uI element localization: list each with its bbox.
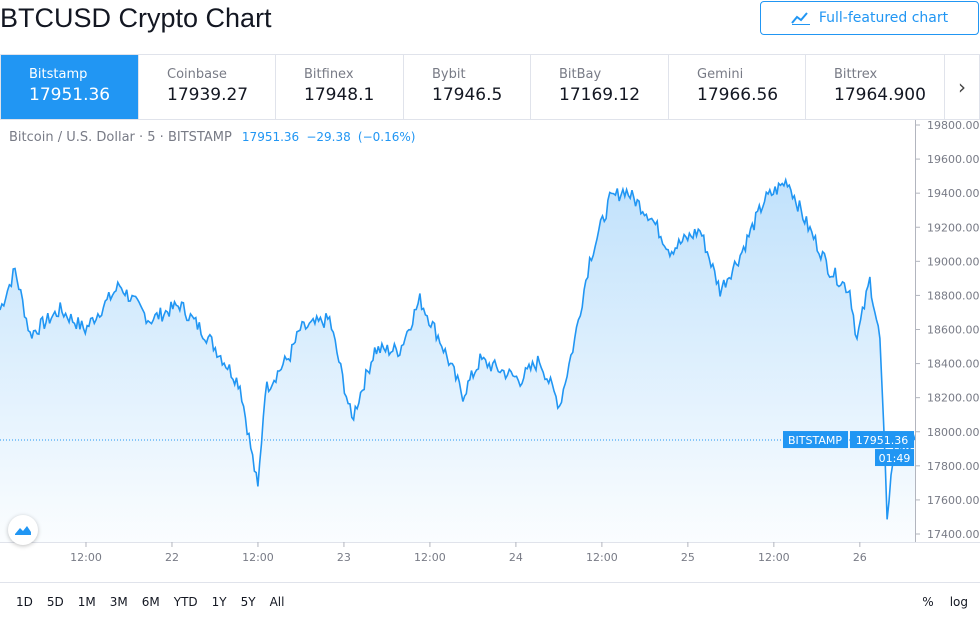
page-title: BTCUSD Crypto Chart <box>0 3 272 33</box>
range-5d[interactable]: 5D <box>46 594 64 609</box>
countdown-bg <box>875 449 914 467</box>
tab-bybit[interactable]: Bybit 17946.5 <box>404 55 531 119</box>
price-area <box>0 179 915 542</box>
y-tick-label: 19200.00 <box>927 221 980 234</box>
x-tick-label: 22 <box>165 551 179 564</box>
x-tick-label: 12:00 <box>758 551 790 564</box>
price-change: −29.38 <box>306 130 351 144</box>
exchange-price: 17948.1 <box>304 85 375 105</box>
bar-countdown: 01:49 <box>879 452 911 465</box>
tab-gemini[interactable]: Gemini 17966.56 <box>669 55 806 119</box>
percent-scale-toggle[interactable]: % <box>922 594 934 609</box>
exchange-price: 17169.12 <box>559 85 641 105</box>
x-tick-label: 12:00 <box>242 551 274 564</box>
y-tick-label: 19800.00 <box>927 120 980 132</box>
y-tick-label: 17600.00 <box>927 494 980 507</box>
range-1m[interactable]: 1M <box>77 594 96 609</box>
x-tick-label: 12:00 <box>586 551 618 564</box>
price-change-percent: (−0.16%) <box>357 130 416 144</box>
chart-icon <box>791 12 810 25</box>
tab-bitstamp[interactable]: Bitstamp 17951.36 <box>1 55 139 119</box>
y-tick-label: 19400.00 <box>927 187 980 200</box>
exchange-name: Bitfinex <box>304 67 354 82</box>
tab-bitfinex[interactable]: Bitfinex 17948.1 <box>276 55 404 119</box>
range-6m[interactable]: 6M <box>141 594 160 609</box>
y-tick-label: 18800.00 <box>927 289 980 302</box>
tab-bitbay[interactable]: BitBay 17169.12 <box>531 55 669 119</box>
range-1y[interactable]: 1Y <box>211 594 227 609</box>
x-tick-label: 23 <box>337 551 351 564</box>
exchange-price: 17939.27 <box>167 85 249 105</box>
tab-coinbase[interactable]: Coinbase 17939.27 <box>139 55 276 119</box>
bottom-toolbar: 1D 5D 1M 3M 6M YTD 1Y 5Y All % log <box>0 582 980 620</box>
range-all[interactable]: All <box>269 594 285 609</box>
last-price-label: 17951.36 <box>856 434 909 447</box>
y-tick-label: 17800.00 <box>927 460 980 473</box>
range-ytd[interactable]: YTD <box>173 594 198 609</box>
symbol-description: Bitcoin / U.S. Dollar · 5 · BITSTAMP <box>9 130 232 145</box>
last-price-label-bg <box>850 431 914 449</box>
exchange-name: Bybit <box>432 67 466 82</box>
exchange-name: Bitstamp <box>29 67 88 82</box>
full-featured-chart-button[interactable]: Full-featured chart <box>760 1 979 35</box>
x-tick-label: 26 <box>853 551 867 564</box>
exchange-price-label: BITSTAMP <box>788 434 842 447</box>
exchange-price: 17964.900 <box>834 85 926 105</box>
exchange-name: BitBay <box>559 67 602 82</box>
exchange-price: 17951.36 <box>29 85 111 105</box>
price-line <box>0 176 916 520</box>
exchange-tabs: Bitstamp 17951.36 Coinbase 17939.27 Bitfin… <box>0 54 980 120</box>
price-chart[interactable]: 17400.00 17600.00 17800.00 18000.00 18200.00… <box>0 120 980 582</box>
x-tick-label: 25 <box>681 551 695 564</box>
y-tick-label: 18400.00 <box>927 358 980 371</box>
chart-legend: Bitcoin / U.S. Dollar · 5 · BITSTAMP 179… <box>9 130 415 145</box>
exchange-name: Gemini <box>697 67 744 82</box>
y-tick-label: 17400.00 <box>927 528 980 541</box>
y-tick-label: 18600.00 <box>927 324 980 337</box>
x-tick-label: 12:00 <box>414 551 446 564</box>
y-tick-label: 19000.00 <box>927 255 980 268</box>
y-tick-label: 18000.00 <box>927 426 980 439</box>
exchange-price: 17946.5 <box>432 85 503 105</box>
tab-bittrex[interactable]: Bittrex 17964.900 <box>806 55 945 119</box>
chevron-right-icon[interactable]: › <box>958 75 966 99</box>
x-tick-label: 12:00 <box>70 551 102 564</box>
x-tick-label: 24 <box>509 551 523 564</box>
full-featured-chart-label: Full-featured chart <box>818 10 949 26</box>
range-3m[interactable]: 3M <box>109 594 128 609</box>
last-price: 17951.36 <box>241 130 300 144</box>
exchange-name: Coinbase <box>167 67 227 82</box>
exchange-price-label-bg <box>783 431 848 449</box>
tradingview-logo-icon[interactable] <box>8 515 38 545</box>
range-5y[interactable]: 5Y <box>240 594 256 609</box>
range-1d[interactable]: 1D <box>16 594 33 609</box>
exchange-price: 17966.56 <box>697 85 779 105</box>
log-scale-toggle[interactable]: log <box>949 594 968 609</box>
y-tick-label: 18200.00 <box>927 392 980 405</box>
y-tick-label: 19600.00 <box>927 153 980 166</box>
exchange-name: Bittrex <box>834 67 878 82</box>
